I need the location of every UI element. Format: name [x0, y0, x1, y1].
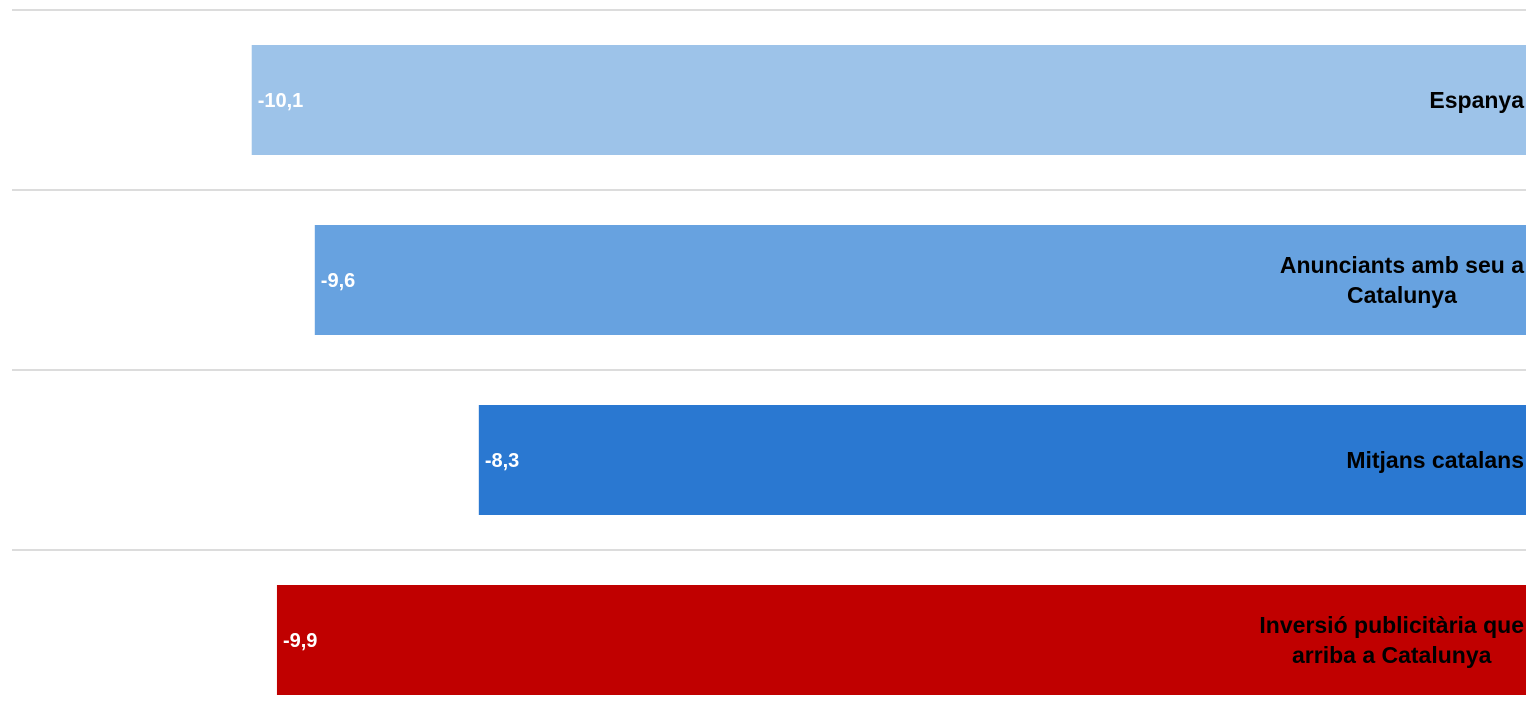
category-label-line: Mitjans catalans: [1346, 447, 1524, 473]
category-label-line: Anunciants amb seu a: [1280, 252, 1524, 278]
category-label: Anunciants amb seu a Catalunya: [1280, 252, 1524, 308]
data-label: -8,3: [485, 450, 519, 472]
category-label: Espanya: [1429, 87, 1524, 113]
bar: [251, 45, 1526, 155]
bar: [276, 585, 1526, 695]
category-label-line: Catalunya: [1347, 282, 1457, 308]
bar: [478, 405, 1526, 515]
data-label: -10,1: [258, 90, 304, 112]
data-label: -9,9: [283, 630, 317, 652]
category-label-line: Inversió publicitària que: [1259, 612, 1524, 638]
category-label: Inversió publicitària que arriba a Catalu…: [1259, 612, 1524, 668]
category-label-line: arriba a Catalunya: [1292, 642, 1492, 668]
data-label: -9,6: [321, 270, 355, 292]
bar: [314, 225, 1526, 335]
category-label-line: Espanya: [1429, 87, 1524, 113]
category-label: Mitjans catalans: [1346, 447, 1524, 473]
